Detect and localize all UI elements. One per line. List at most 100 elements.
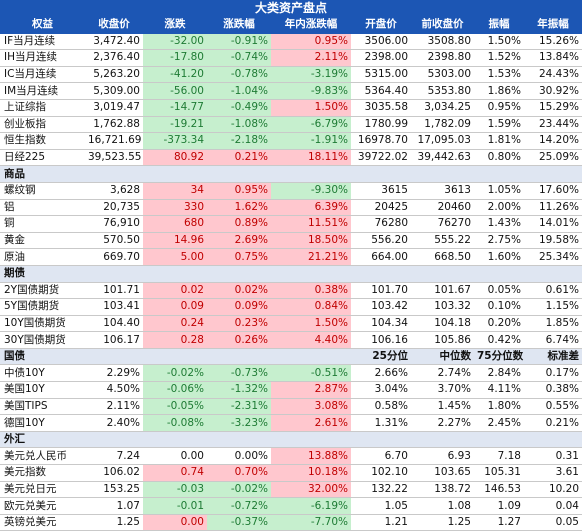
cell-value: 2398.00 [351, 49, 411, 67]
cell-value: 664.00 [351, 248, 411, 266]
cell-value: 0.04 [524, 497, 582, 515]
asset-name: 螺纹钢 [0, 182, 85, 200]
cell-value: 18.11% [271, 149, 351, 167]
cell-value: 0.38% [271, 282, 351, 300]
table-row: 黄金 570.50 14.96 2.69% 18.50% 556.20 555.22 2.75… [0, 232, 582, 250]
table-row: 日经225 39,523.55 80.92 0.21% 18.11% 39722.02 39… [0, 149, 582, 167]
cell-value: 1.45% [411, 398, 474, 416]
column-header: 中位数 [411, 348, 474, 366]
table-row: 30Y国债期货 106.17 0.28 0.26% 4.40% 106.16 105.86 0… [0, 331, 582, 349]
cell-value: -7.70% [271, 514, 351, 531]
cell-value: 669.70 [85, 248, 143, 266]
cell-value: 102.10 [351, 464, 411, 482]
cell-value: 104.18 [411, 315, 474, 333]
cell-value: 101.70 [351, 282, 411, 300]
cell-value: 668.50 [411, 248, 474, 266]
cell-value: 103.65 [411, 464, 474, 482]
cell-value: 1.80% [474, 398, 524, 416]
cell-value: 0.89% [207, 215, 271, 233]
cell-value: -0.78% [207, 66, 271, 84]
table-row: 5Y国债期货 103.41 0.09 0.09% 0.84% 103.42 103.32 0.… [0, 298, 582, 316]
cell-value: 0.21% [207, 149, 271, 167]
table-row: 螺纹钢 3,628 34 0.95% -9.30% 3615 3613 1.05% 17.60% [0, 182, 582, 200]
table-row: 美国TIPS 2.11% -0.05% -2.31% 3.08% 0.58% 1.45% 1.… [0, 398, 582, 416]
cell-value: -32.00 [143, 33, 207, 51]
cell-value: 16978.70 [351, 132, 411, 150]
asset-table: 权益 收盘价 涨跌 涨跌幅 年内涨跌幅 开盘价 前收盘价 振幅 年振幅 IF当月连续 3,472.4… [0, 17, 582, 531]
table-row: 10Y国债期货 104.40 0.24 0.23% 1.50% 104.34 104.18 0… [0, 315, 582, 333]
asset-name: 美元指数 [0, 464, 85, 482]
cell-value: 76270 [411, 215, 474, 233]
table-row: 美元兑人民币 7.24 0.00 0.00% 13.88% 6.70 6.93 7.18 0.3… [0, 447, 582, 466]
cell-value: 0.95% [474, 99, 524, 117]
cell-value: 0.24 [143, 315, 207, 333]
cell-value: 2398.80 [411, 49, 474, 67]
cell-value: 132.22 [351, 481, 411, 499]
asset-name: 5Y国债期货 [0, 298, 85, 316]
cell-value: -17.80 [143, 49, 207, 67]
cell-value: 1.07 [85, 497, 143, 515]
cell-value: 0.10% [474, 298, 524, 316]
cell-value: 1.50% [271, 315, 351, 333]
cell-value: 2.84% [474, 364, 524, 383]
cell-value: 25.09% [524, 149, 582, 167]
cell-value: 5315.00 [351, 66, 411, 84]
cell-value: 10.20 [524, 481, 582, 499]
cell-value: 0.05% [474, 282, 524, 300]
cell-value: 101.71 [85, 282, 143, 300]
cell-value: 0.02% [207, 282, 271, 300]
cell-value: 103.41 [85, 298, 143, 316]
cell-value: 6.74% [524, 331, 582, 349]
asset-name: IH当月连续 [0, 49, 85, 67]
cell-value: 3615 [351, 182, 411, 200]
section-label: 国债 [0, 348, 85, 366]
cell-value: 101.67 [411, 282, 474, 300]
cell-value: 0.84% [271, 298, 351, 316]
table-row: 恒生指数 16,721.69 -373.34 -2.18% -1.91% 16978.70… [0, 132, 582, 150]
cell-value: -0.72% [207, 497, 271, 515]
cell-value: 0.74 [143, 464, 207, 482]
asset-name: 恒生指数 [0, 132, 85, 150]
cell-value: 3,019.47 [85, 99, 143, 117]
cell-value: 0.95% [207, 182, 271, 200]
cell-value: 106.17 [85, 331, 143, 349]
cell-value: 3,472.40 [85, 33, 143, 51]
table-row: 原油 669.70 5.00 0.75% 21.21% 664.00 668.50 1.60%… [0, 248, 582, 266]
asset-name: 日经225 [0, 149, 85, 167]
table-row: 英镑兑美元 1.25 0.00 -0.37% -7.70% 1.21 1.25 1.27 0.0… [0, 514, 582, 531]
cell-value: 153.25 [85, 481, 143, 499]
cell-value: 2.69% [207, 232, 271, 250]
cell-value: -1.08% [207, 116, 271, 134]
cell-value: 17.60% [524, 182, 582, 200]
asset-name: IM当月连续 [0, 82, 85, 100]
cell-value: 1.05% [474, 182, 524, 200]
cell-value: 20425 [351, 199, 411, 217]
cell-value: 138.72 [411, 481, 474, 499]
cell-value: -0.01 [143, 497, 207, 515]
cell-value: 25.34% [524, 248, 582, 266]
section-label: 期债 [0, 265, 85, 283]
cell-value: -3.19% [271, 66, 351, 84]
cell-value: -9.83% [271, 82, 351, 100]
asset-name: 铝 [0, 199, 85, 217]
section-row: 国债 25分位 中位数 75分位数 标准差 [0, 348, 582, 366]
cell-value: 14.96 [143, 232, 207, 250]
header-row: 权益 收盘价 涨跌 涨跌幅 年内涨跌幅 开盘价 前收盘价 振幅 年振幅 [0, 17, 582, 34]
cell-value: -0.51% [271, 364, 351, 383]
cell-value: 6.93 [411, 447, 474, 466]
cell-value: 1.09 [474, 497, 524, 515]
cell-value: 555.22 [411, 232, 474, 250]
cell-value: 106.02 [85, 464, 143, 482]
cell-value: 0.26% [207, 331, 271, 349]
cell-value: -1.32% [207, 381, 271, 399]
cell-value: -1.91% [271, 132, 351, 150]
cell-value: 2.11% [85, 398, 143, 416]
cell-value: -0.73% [207, 364, 271, 383]
cell-value: 0.28 [143, 331, 207, 349]
cell-value: 32.00% [271, 481, 351, 499]
cell-value: 103.42 [351, 298, 411, 316]
column-header: 权益 [0, 17, 85, 34]
asset-name: 美国TIPS [0, 398, 85, 416]
table-row: IM当月连续 5,309.00 -56.00 -1.04% -9.83% 5364.40 5… [0, 82, 582, 100]
asset-name: 铜 [0, 215, 85, 233]
